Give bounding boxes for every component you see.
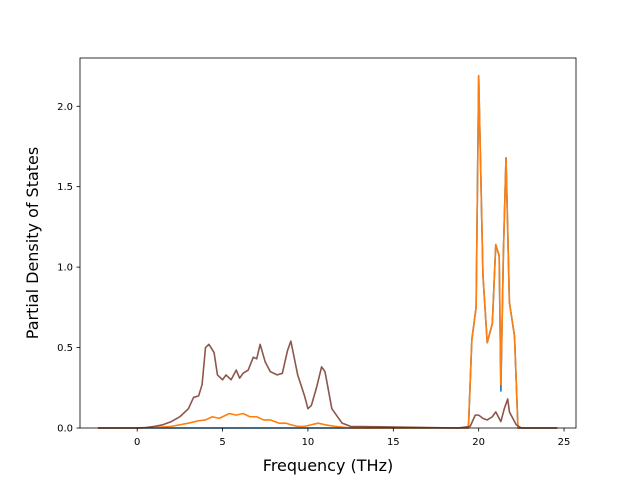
y-tick-label: 1.0 — [57, 263, 73, 274]
x-tick-label: 5 — [219, 437, 225, 448]
y-axis-label: Partial Density of States — [23, 147, 42, 339]
y-ticks: 0.0 0.5 1.0 1.5 2.0 — [57, 102, 80, 435]
series-line-2 — [97, 74, 558, 429]
x-tick-label: 20 — [472, 437, 485, 448]
x-axis-label: Frequency (THz) — [263, 456, 393, 475]
y-tick-label: 0.5 — [57, 343, 73, 354]
x-tick-label: 10 — [302, 437, 315, 448]
y-tick-label: 1.5 — [57, 182, 73, 193]
plot-frame — [79, 57, 577, 429]
x-ticks: 0 5 10 15 20 25 — [134, 428, 570, 448]
x-tick-label: 15 — [387, 437, 400, 448]
y-tick-label: 2.0 — [57, 102, 73, 113]
y-tick-label: 0.0 — [57, 424, 73, 435]
x-tick-label: 0 — [134, 437, 140, 448]
series-layer — [97, 74, 558, 429]
series-line-1 — [97, 74, 558, 429]
series-line-3 — [97, 340, 558, 429]
x-tick-label: 25 — [558, 437, 571, 448]
